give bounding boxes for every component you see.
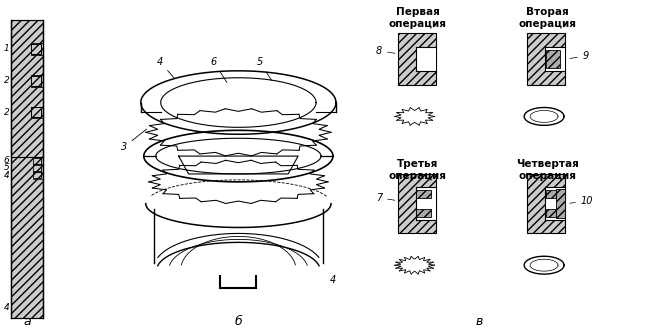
- Text: а: а: [24, 315, 31, 328]
- Text: 5: 5: [256, 57, 272, 80]
- Bar: [31, 108, 41, 118]
- Text: в: в: [476, 315, 483, 328]
- Bar: [33, 158, 41, 164]
- Text: Первая
операция: Первая операция: [389, 7, 447, 29]
- Text: 4: 4: [3, 171, 9, 180]
- Text: 1: 1: [3, 44, 9, 53]
- Text: б: б: [234, 315, 242, 328]
- Bar: [527, 33, 565, 85]
- Bar: [527, 174, 565, 233]
- Bar: [33, 172, 41, 178]
- Text: 9: 9: [570, 51, 589, 61]
- Text: 4: 4: [156, 57, 175, 78]
- Text: 6: 6: [211, 57, 227, 82]
- Bar: [31, 44, 41, 54]
- Text: Четвертая
операция: Четвертая операция: [515, 159, 579, 181]
- Bar: [545, 47, 565, 70]
- Bar: [31, 76, 41, 86]
- Bar: [416, 209, 431, 217]
- Text: 8: 8: [376, 46, 395, 56]
- Text: 2: 2: [3, 108, 9, 117]
- Bar: [545, 187, 565, 220]
- Text: 4: 4: [330, 275, 336, 285]
- Bar: [416, 187, 436, 220]
- Text: 10: 10: [570, 196, 593, 206]
- Bar: [11, 20, 43, 157]
- Text: 3: 3: [121, 129, 147, 152]
- Text: 6: 6: [3, 156, 9, 165]
- Text: Третья
операция: Третья операция: [389, 159, 447, 181]
- Text: 7: 7: [376, 193, 395, 203]
- Bar: [33, 165, 41, 171]
- Bar: [546, 209, 556, 217]
- Text: Вторая
операция: Вторая операция: [518, 7, 576, 29]
- Bar: [398, 174, 436, 233]
- Text: 2: 2: [3, 76, 9, 85]
- Bar: [546, 50, 560, 68]
- Bar: [416, 47, 436, 70]
- Bar: [398, 33, 436, 85]
- Bar: [416, 190, 431, 198]
- Bar: [11, 55, 43, 318]
- Bar: [556, 189, 565, 218]
- Bar: [546, 190, 556, 198]
- Text: 5: 5: [3, 163, 9, 172]
- Text: 4: 4: [3, 303, 9, 312]
